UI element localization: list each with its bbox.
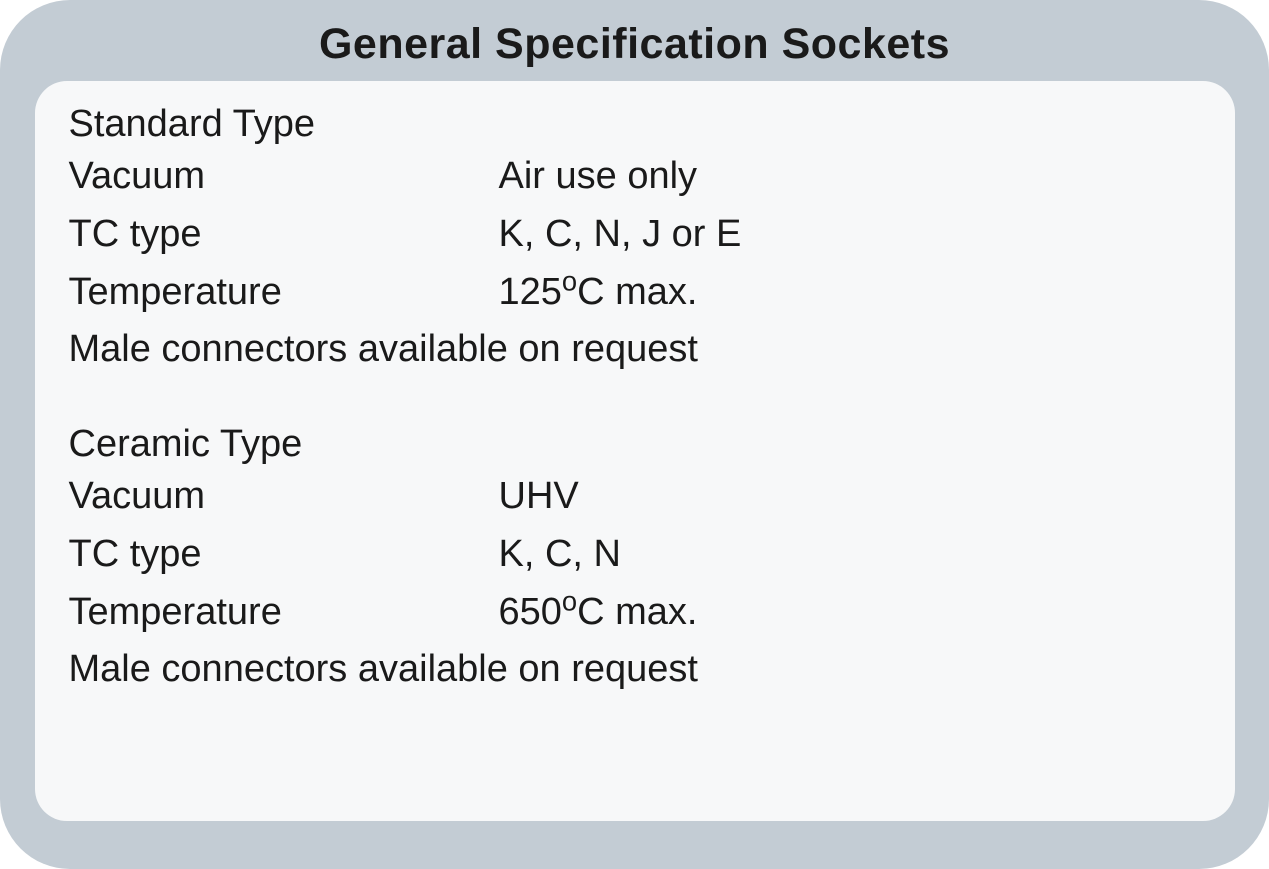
note-ceramic: Male connectors available on request xyxy=(69,641,1201,699)
label-ceramic-tc: TC type xyxy=(69,526,499,584)
section-standard: Standard Type Vacuum Air use only TC typ… xyxy=(69,103,1201,379)
value-standard-tc: K, C, N, J or E xyxy=(499,206,1201,264)
row-ceramic-vacuum: Vacuum UHV xyxy=(69,468,1201,526)
note-standard: Male connectors available on request xyxy=(69,321,1201,379)
section-ceramic: Ceramic Type Vacuum UHV TC type K, C, N … xyxy=(69,423,1201,699)
spec-card-outer: General Specification Sockets Standard T… xyxy=(0,0,1269,869)
row-standard-tc: TC type K, C, N, J or E xyxy=(69,206,1201,264)
section-ceramic-heading: Ceramic Type xyxy=(69,423,1201,466)
card-title: General Specification Sockets xyxy=(0,20,1269,81)
value-ceramic-vacuum: UHV xyxy=(499,468,1201,526)
label-standard-temp: Temperature xyxy=(69,264,499,322)
spec-card-inner: Standard Type Vacuum Air use only TC typ… xyxy=(35,81,1235,821)
value-standard-temp: 125oC max. xyxy=(499,264,1201,322)
row-ceramic-temp: Temperature 650oC max. xyxy=(69,584,1201,642)
row-ceramic-tc: TC type K, C, N xyxy=(69,526,1201,584)
label-standard-tc: TC type xyxy=(69,206,499,264)
label-ceramic-temp: Temperature xyxy=(69,584,499,642)
label-standard-vacuum: Vacuum xyxy=(69,148,499,206)
row-standard-temp: Temperature 125oC max. xyxy=(69,264,1201,322)
label-ceramic-vacuum: Vacuum xyxy=(69,468,499,526)
section-standard-heading: Standard Type xyxy=(69,103,1201,146)
row-standard-vacuum: Vacuum Air use only xyxy=(69,148,1201,206)
value-ceramic-tc: K, C, N xyxy=(499,526,1201,584)
value-ceramic-temp: 650oC max. xyxy=(499,584,1201,642)
value-standard-vacuum: Air use only xyxy=(499,148,1201,206)
